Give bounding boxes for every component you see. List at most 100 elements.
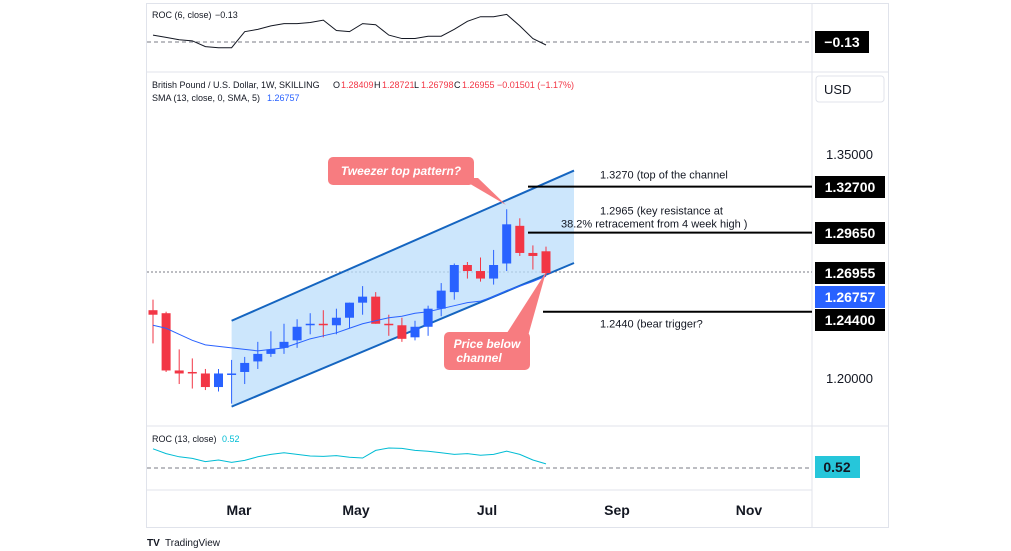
candle [436,283,446,317]
x-tick-label: Nov [736,502,763,518]
candle [161,311,171,372]
candle-body [502,224,512,264]
candle-body [358,296,368,303]
x-tick-label: Jul [477,502,497,518]
roc-top-pane: ROC (6, close) −0.13 −0.13 [147,10,869,53]
candle-body [436,290,446,309]
candle-body [148,310,158,315]
tradingview-name: TradingView [165,538,221,549]
level-label-2: 38.2% retracement from 4 week high ) [561,219,747,231]
ohlc-change: −0.01501 (−1.17%) [497,80,574,90]
candle-body [227,373,237,375]
candle [371,292,381,324]
candle-body [161,313,171,371]
candle-body [345,302,354,318]
candle-body [253,353,263,362]
candle [253,341,263,369]
candle-body [174,370,184,374]
main-pane: 1.3270 (top of the channel 1.2965 (key re… [147,169,812,408]
tag-resistance-key-text: 1.29650 [825,225,876,241]
candle-body [476,271,485,279]
candle [187,358,197,389]
candle-body [489,265,499,279]
roc-bottom-label: ROC (13, close) [152,434,217,444]
currency-label: USD [824,82,851,97]
candle-body [187,371,197,374]
candle-body [449,265,459,293]
candle [515,218,525,256]
candle [266,331,276,357]
level-label: 1.2965 (key resistance at [600,206,723,218]
price-below-text-1: Price below [454,337,521,351]
candle [397,317,407,342]
candle-body [397,325,407,339]
level-label: 1.2440 (bear trigger? [600,319,703,331]
price-tags: 1.32700 1.29650 1.26955 1.26757 1.24400 [815,176,885,331]
main-legend: British Pound / U.S. Dollar, 1W, SKILLIN… [152,80,574,103]
roc-top-tag-text: −0.13 [824,34,860,50]
candle [449,263,459,300]
ohlc-c-label: C [454,80,461,90]
ohlc-o-value: 1.28409 [341,80,374,90]
candle-body [515,225,525,253]
candle-body [266,349,276,354]
y-tick-label: 1.20000 [826,371,873,386]
candle [410,320,420,341]
tradingview-logo-icon: TV [147,538,160,549]
candle [174,349,184,385]
roc-bottom-tag-text: 0.52 [823,459,850,475]
tag-last-close [815,262,885,284]
ohlc-h-value: 1.28721 [382,80,415,90]
ohlc-l-label: L [414,80,419,90]
candle-body [410,326,420,338]
candle-body [214,373,223,388]
candle-body [318,323,328,326]
candle-body [200,373,210,388]
candle-body [292,326,302,341]
candle [148,299,158,344]
roc-top-label: ROC (6, close) [152,10,212,20]
chart-frame [146,3,889,528]
ohlc-c-value: 1.26955 [462,80,495,90]
candle [489,249,499,285]
levels-group: 1.3270 (top of the channel 1.2965 (key re… [528,170,812,331]
roc-bottom-pane: ROC (13, close) 0.52 0.52 [147,434,860,478]
currency-button[interactable] [815,75,885,103]
tradingview-logo[interactable]: TV TradingView [147,538,221,549]
tweezer-text: Tweezer top pattern? [341,164,462,178]
tag-bear-trigger-text: 1.24400 [825,312,876,328]
candle [318,310,328,338]
candle-body [305,323,315,326]
candle-body [331,317,341,326]
sma-line [152,275,547,352]
tweezer-callout: Tweezer top pattern? [328,157,506,205]
channel-upper-line [231,169,575,322]
candle [214,368,223,392]
x-axis[interactable]: Mar May Jul Sep Nov [227,502,763,518]
symbol-line: British Pound / U.S. Dollar, 1W, SKILLIN… [152,80,320,90]
tag-resistance-top [815,176,885,198]
candle [279,323,289,354]
roc-bottom-tag [815,456,860,478]
ohlc-o-label: O [333,80,340,90]
candle-body [371,296,381,324]
candle-body [384,323,394,326]
candle [423,305,433,336]
roc-top-tag [815,31,869,53]
roc-top-line [152,13,547,49]
ohlc-h-label: H [374,80,381,90]
level-label: 1.3270 (top of the channel [600,170,728,182]
roc-top-value: −0.13 [215,10,238,20]
x-tick-label: May [342,502,369,518]
x-tick-label: Mar [227,502,252,518]
candle [331,308,341,335]
roc-bottom-line [152,447,547,465]
candle-body [423,308,433,327]
tag-resistance-top-text: 1.32700 [825,179,876,195]
candle [345,302,354,329]
candle [502,209,512,272]
sma-legend-label: SMA (13, close, 0, SMA, 5) [152,93,260,103]
y-tick-label: 1.35000 [826,147,873,162]
candles-group [148,209,551,404]
